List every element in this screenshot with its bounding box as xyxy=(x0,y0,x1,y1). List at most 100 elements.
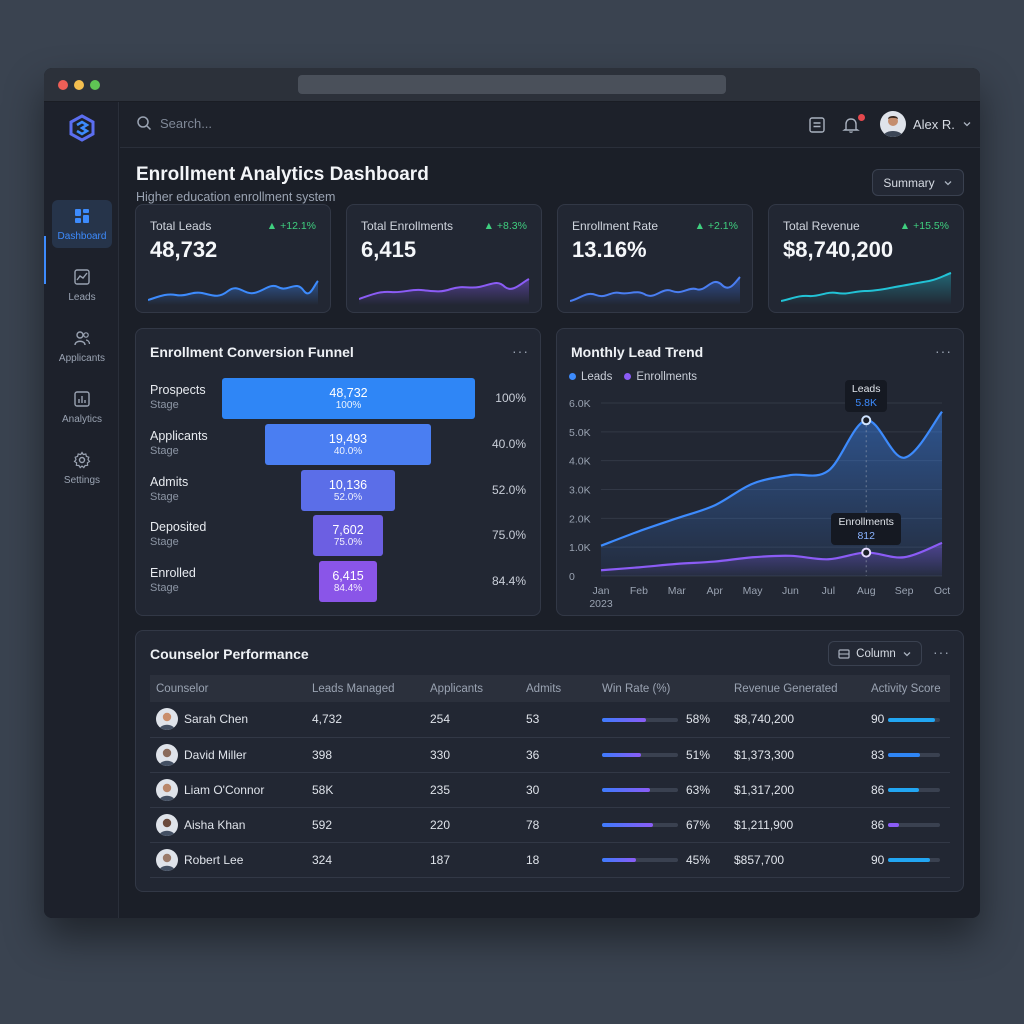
trend-chart[interactable]: 0 1.0K 2.0K 3.0K 4.0K 5.0K 6.0K Jan Feb Mar Apr May… xyxy=(557,329,963,615)
stage-value: 10,136 xyxy=(328,478,368,492)
kpi-change-value: +8.3% xyxy=(496,220,527,232)
table-row[interactable]: Sarah Chen 4,732 254 53 58% $8,740,200 90 xyxy=(150,702,950,738)
more-options-icon[interactable]: ··· xyxy=(935,343,952,359)
kpi-change: ▲ +12.1% xyxy=(266,220,316,232)
table-row[interactable]: David Miller 398 330 36 51% $1,373,300 83 xyxy=(150,737,950,773)
kpi-card-total-revenue[interactable]: Total Revenue ▲ +15.5% $8,740,200 xyxy=(768,204,964,313)
more-options-icon[interactable]: ··· xyxy=(512,343,529,359)
minimize-window-button[interactable] xyxy=(74,80,84,90)
more-options-icon[interactable]: ··· xyxy=(933,644,950,660)
activity-score-cell: 90 xyxy=(865,842,950,878)
sidebar-item-leads[interactable]: Leads xyxy=(52,261,112,309)
avatar xyxy=(156,743,178,766)
avatar xyxy=(880,111,906,137)
column-header[interactable]: Leads Managed xyxy=(306,675,424,702)
bell-icon[interactable] xyxy=(842,116,860,134)
x-tick-label: Mar xyxy=(668,585,687,597)
column-header[interactable]: Win Rate (%) xyxy=(596,675,728,702)
kpi-label: Total Leads xyxy=(150,219,212,233)
funnel-stage-enrolled[interactable]: Enrolled Stage 6,415 84.4% 84.4% xyxy=(136,561,540,605)
table-row[interactable]: Aisha Khan 592 220 78 67% $1,211,900 86 xyxy=(150,807,950,843)
win-rate-fill xyxy=(602,858,636,863)
view-select[interactable]: Summary xyxy=(872,169,964,196)
funnel-stage-deposited[interactable]: Deposited Stage 7,602 75.0% 75.0% xyxy=(136,515,540,559)
sidebar-item-applicants[interactable]: Applicants xyxy=(52,322,112,370)
x-tick-label: Sep xyxy=(895,585,914,597)
address-bar[interactable] xyxy=(298,75,726,94)
counselor: Sarah Chen xyxy=(156,708,306,731)
app-logo-icon xyxy=(69,114,95,142)
x-tick-label: Feb xyxy=(630,585,648,597)
counselor-name: Liam O'Connor xyxy=(184,782,265,797)
activity-score-cell: 86 xyxy=(865,772,950,808)
legend-item-enrollments[interactable]: Enrollments xyxy=(624,371,697,383)
avatar xyxy=(156,813,178,836)
series-line-leads xyxy=(600,410,943,547)
search-icon xyxy=(137,116,152,131)
search-input[interactable] xyxy=(160,115,360,131)
kpi-card-total-enrollments[interactable]: Total Enrollments ▲ +8.3% 6,415 xyxy=(346,204,542,313)
applicants-cell: 330 xyxy=(424,737,520,773)
notification-badge xyxy=(858,114,865,121)
series-line-enrollments xyxy=(600,541,943,572)
highlight-point-enrollments xyxy=(861,547,872,558)
title-bar xyxy=(44,68,980,102)
avatar xyxy=(156,778,178,801)
close-window-button[interactable] xyxy=(58,80,68,90)
stage-value: 7,602 xyxy=(332,523,364,537)
avatar xyxy=(156,708,178,731)
win-rate-value: 58% xyxy=(686,712,711,727)
column-header[interactable]: Admits xyxy=(520,675,596,702)
document-icon[interactable] xyxy=(808,116,826,134)
activity-score-bar xyxy=(888,753,941,758)
stage-bar-pct: 100% xyxy=(335,400,362,411)
active-nav-indicator xyxy=(44,236,46,284)
search-box[interactable] xyxy=(136,115,360,131)
funnel-card: Enrollment Conversion Funnel ··· Prospec… xyxy=(135,328,541,616)
stage-conversion: 84.4% xyxy=(491,574,526,588)
sidebar-item-dashboard[interactable]: Dashboard xyxy=(52,200,112,248)
column-select-button[interactable]: Column xyxy=(828,641,922,666)
win-rate-fill xyxy=(602,823,653,828)
x-tick-label: Aug xyxy=(857,585,876,597)
counselor-cell: Robert Lee xyxy=(150,842,306,878)
sidebar-item-settings[interactable]: Settings xyxy=(52,444,112,492)
user-menu[interactable]: Alex R. xyxy=(880,111,972,137)
stage-conversion: 52.0% xyxy=(491,483,526,497)
kpi-change-value: +15.5% xyxy=(913,220,949,232)
column-header[interactable]: Revenue Generated xyxy=(728,675,865,702)
table-row[interactable]: Liam O'Connor 58K 235 30 63% $1,317,200 86 xyxy=(150,772,950,808)
activity-score-fill xyxy=(888,788,920,793)
table-row[interactable]: Robert Lee 324 187 18 45% $857,700 90 xyxy=(150,842,950,878)
activity-score-bar xyxy=(888,823,941,828)
stage-bar-pct: 40.0% xyxy=(333,446,363,457)
revenue-cell: $1,317,200 xyxy=(728,772,865,808)
y-tick-label: 0 xyxy=(569,571,575,583)
activity-score-fill xyxy=(888,858,931,863)
column-header[interactable]: Applicants xyxy=(424,675,520,702)
funnel-stage-prospects[interactable]: Prospects Stage 48,732 100% 100% xyxy=(136,378,540,422)
sidebar-item-analytics[interactable]: Analytics xyxy=(52,383,112,431)
win-rate-value: 67% xyxy=(686,817,711,832)
column-header[interactable]: Activity Score xyxy=(865,675,950,702)
funnel-stage-applicants[interactable]: Applicants Stage 19,493 40.0% 40.0% xyxy=(136,424,540,468)
funnel-stage-admits[interactable]: Admits Stage 10,136 52.0% 52.0% xyxy=(136,470,540,514)
legend-item-leads[interactable]: Leads xyxy=(569,371,612,383)
performance-title: Counselor Performance xyxy=(150,646,309,662)
win-rate-cell: 45% xyxy=(596,842,728,878)
sidebar-item-label: Settings xyxy=(63,474,101,486)
leads-managed-cell: 398 xyxy=(306,737,424,773)
maximize-window-button[interactable] xyxy=(90,80,100,90)
kpi-card-total-leads[interactable]: Total Leads ▲ +12.1% 48,732 xyxy=(135,204,331,313)
stage-name: Deposited xyxy=(150,520,207,534)
kpi-card-enrollment-rate[interactable]: Enrollment Rate ▲ +2.1% 13.16% xyxy=(557,204,753,313)
stage-value: 48,732 xyxy=(329,386,368,400)
x-tick-label: Jul xyxy=(822,585,835,597)
win-rate-bar xyxy=(602,858,678,863)
column-header[interactable]: Counselor xyxy=(150,675,306,702)
counselor-name: Robert Lee xyxy=(184,852,244,867)
activity-score-value: 86 xyxy=(871,782,885,797)
counselor-cell: Sarah Chen xyxy=(150,702,306,738)
x-tick-label: Apr xyxy=(706,585,723,597)
performance-card: Counselor Performance Column ··· Counsel… xyxy=(135,630,964,892)
